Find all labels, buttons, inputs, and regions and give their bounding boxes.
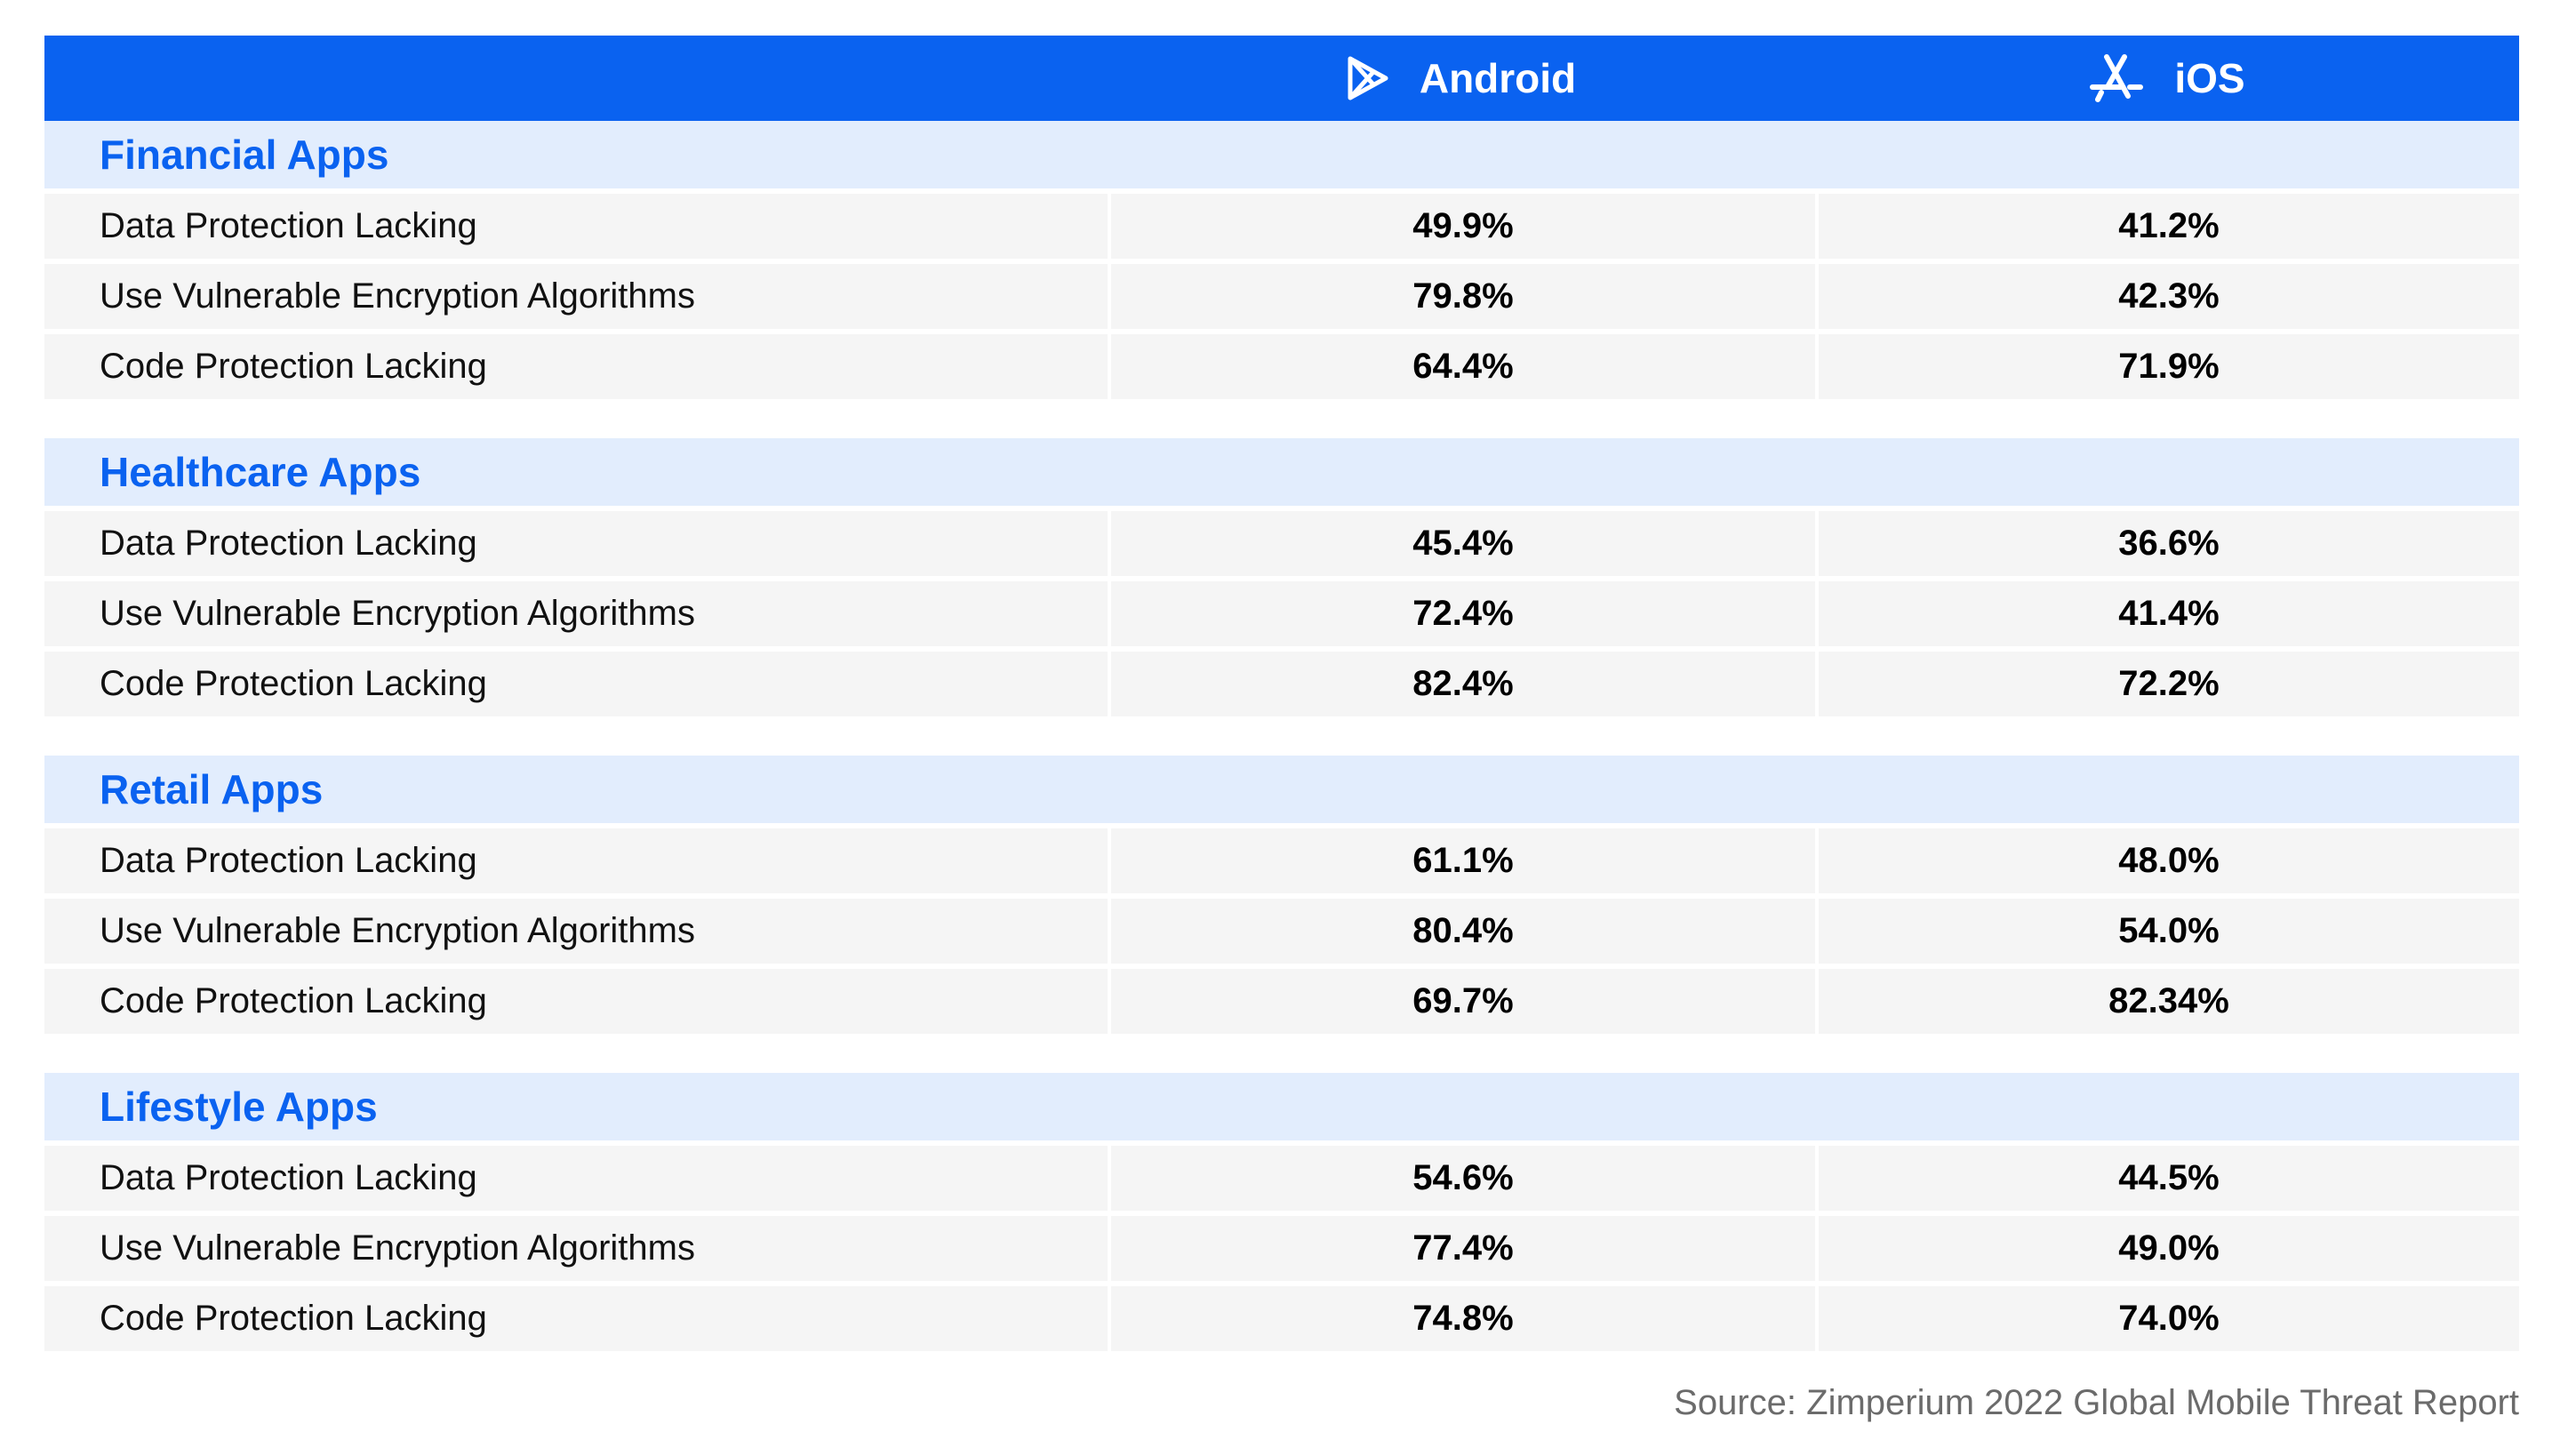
section-financial-apps: Financial Apps Data Protection Lacking 49.… [44, 121, 2519, 399]
section-lifestyle-apps: Lifestyle Apps Data Protection Lacking 54.… [44, 1073, 2519, 1351]
ios-value: 54.0% [1819, 899, 2519, 964]
table-header: Android iOS [44, 36, 2519, 121]
ios-value: 48.0% [1819, 828, 2519, 893]
android-value: 49.9% [1111, 194, 1815, 259]
row-label: Use Vulnerable Encryption Algorithms [44, 899, 1108, 964]
android-value: 64.4% [1111, 334, 1815, 399]
android-value: 61.1% [1111, 828, 1815, 893]
section-title: Lifestyle Apps [44, 1073, 2519, 1140]
comparison-table: Android iOS Financial Apps Data Protectio… [44, 36, 2519, 1390]
table-row: Data Protection Lacking 49.9% 41.2% [44, 194, 2519, 259]
source-note: Source: Zimperium 2022 Global Mobile Thr… [1674, 1383, 2519, 1422]
table-row: Code Protection Lacking 82.4% 72.2% [44, 652, 2519, 716]
section-title: Financial Apps [44, 121, 2519, 188]
app-store-icon [2090, 54, 2144, 102]
ios-value: 72.2% [1819, 652, 2519, 716]
android-value: 80.4% [1111, 899, 1815, 964]
table-body: Financial Apps Data Protection Lacking 49.… [44, 121, 2519, 1351]
table-row: Data Protection Lacking 54.6% 44.5% [44, 1146, 2519, 1211]
table-row: Data Protection Lacking 45.4% 36.6% [44, 511, 2519, 576]
table-row: Code Protection Lacking 69.7% 82.34% [44, 969, 2519, 1034]
header-android: Android [1108, 36, 1815, 121]
android-label: Android [1419, 55, 1577, 101]
table-row: Use Vulnerable Encryption Algorithms 72.4… [44, 581, 2519, 646]
row-label: Data Protection Lacking [44, 828, 1108, 893]
ios-value: 49.0% [1819, 1216, 2519, 1281]
table-row: Data Protection Lacking 61.1% 48.0% [44, 828, 2519, 893]
table-row: Use Vulnerable Encryption Algorithms 79.8… [44, 264, 2519, 329]
section-title: Retail Apps [44, 756, 2519, 823]
android-value: 54.6% [1111, 1146, 1815, 1211]
android-value: 79.8% [1111, 264, 1815, 329]
android-value: 45.4% [1111, 511, 1815, 576]
header-ios: iOS [1815, 36, 2519, 121]
android-value: 82.4% [1111, 652, 1815, 716]
row-label: Code Protection Lacking [44, 334, 1108, 399]
row-label: Data Protection Lacking [44, 1146, 1108, 1211]
row-label: Use Vulnerable Encryption Algorithms [44, 581, 1108, 646]
ios-value: 82.34% [1819, 969, 2519, 1034]
android-value: 74.8% [1111, 1286, 1815, 1351]
row-label: Code Protection Lacking [44, 1286, 1108, 1351]
play-store-icon [1348, 56, 1388, 100]
section-title: Healthcare Apps [44, 438, 2519, 506]
table-row: Code Protection Lacking 64.4% 71.9% [44, 334, 2519, 399]
row-label: Use Vulnerable Encryption Algorithms [44, 1216, 1108, 1281]
ios-value: 41.4% [1819, 581, 2519, 646]
table-row: Code Protection Lacking 74.8% 74.0% [44, 1286, 2519, 1351]
ios-value: 74.0% [1819, 1286, 2519, 1351]
ios-value: 41.2% [1819, 194, 2519, 259]
row-label: Code Protection Lacking [44, 652, 1108, 716]
row-label: Code Protection Lacking [44, 969, 1108, 1034]
ios-value: 42.3% [1819, 264, 2519, 329]
ios-value: 71.9% [1819, 334, 2519, 399]
row-label: Use Vulnerable Encryption Algorithms [44, 264, 1108, 329]
android-value: 72.4% [1111, 581, 1815, 646]
header-label-column [44, 36, 1108, 121]
ios-value: 44.5% [1819, 1146, 2519, 1211]
row-label: Data Protection Lacking [44, 511, 1108, 576]
section-healthcare-apps: Healthcare Apps Data Protection Lacking 45… [44, 438, 2519, 716]
ios-value: 36.6% [1819, 511, 2519, 576]
android-value: 69.7% [1111, 969, 1815, 1034]
table-row: Use Vulnerable Encryption Algorithms 80.4… [44, 899, 2519, 964]
section-retail-apps: Retail Apps Data Protection Lacking 61.1% 4… [44, 756, 2519, 1034]
android-value: 77.4% [1111, 1216, 1815, 1281]
row-label: Data Protection Lacking [44, 194, 1108, 259]
table-row: Use Vulnerable Encryption Algorithms 77.4… [44, 1216, 2519, 1281]
ios-label: iOS [2174, 55, 2245, 101]
